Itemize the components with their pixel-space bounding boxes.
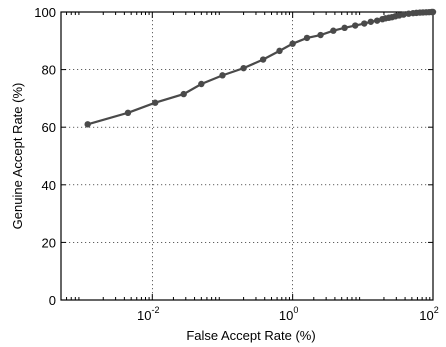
data-point bbox=[373, 17, 381, 24]
plot-frame bbox=[60, 11, 434, 301]
data-point bbox=[352, 22, 359, 29]
x-tick-label: 10-2 bbox=[137, 305, 159, 323]
x-tick-labels: 10-2 100 102 bbox=[137, 305, 439, 323]
data-point bbox=[240, 64, 247, 72]
data-point bbox=[84, 121, 91, 128]
data-point bbox=[289, 40, 296, 47]
series bbox=[84, 8, 437, 128]
x-tick-label: 100 bbox=[279, 305, 298, 323]
x-tick-label-exponent: -2 bbox=[152, 305, 160, 315]
y-tick-label: 40 bbox=[42, 178, 56, 193]
y-tick-labels: 0 20 40 60 80 100 bbox=[34, 5, 56, 308]
x-tick-label: 102 bbox=[419, 305, 438, 323]
x-tick-label-base: 10 bbox=[137, 308, 151, 323]
data-point bbox=[180, 90, 187, 98]
data-point bbox=[198, 80, 205, 88]
data-point bbox=[400, 11, 407, 18]
x-tick-label-base: 10 bbox=[419, 308, 433, 323]
data-point bbox=[276, 47, 283, 55]
x-tick-label-exponent: 0 bbox=[293, 305, 298, 315]
data-point bbox=[303, 34, 311, 42]
data-point bbox=[124, 109, 132, 117]
y-axis-label: Genuine Accept Rate (%) bbox=[10, 83, 25, 230]
data-point bbox=[219, 72, 226, 79]
y-tick-label: 20 bbox=[42, 235, 56, 250]
axis-ticks bbox=[60, 11, 434, 301]
data-point bbox=[361, 20, 368, 27]
data-point bbox=[259, 56, 267, 63]
y-tick-label: 100 bbox=[34, 5, 56, 20]
y-tick-label: 80 bbox=[42, 63, 56, 78]
data-point bbox=[152, 99, 159, 106]
data-point bbox=[367, 18, 375, 25]
data-point bbox=[429, 8, 437, 16]
y-tick-label: 60 bbox=[42, 120, 56, 135]
data-point bbox=[341, 24, 348, 32]
x-tick-label-base: 10 bbox=[279, 308, 293, 323]
y-tick-label: 0 bbox=[49, 293, 56, 308]
data-point bbox=[330, 27, 337, 34]
x-axis-label: False Accept Rate (%) bbox=[186, 328, 315, 343]
grid-lines bbox=[61, 12, 433, 300]
series-line bbox=[87, 10, 433, 126]
x-tick-label-exponent: 2 bbox=[434, 305, 439, 315]
data-point bbox=[317, 31, 324, 39]
